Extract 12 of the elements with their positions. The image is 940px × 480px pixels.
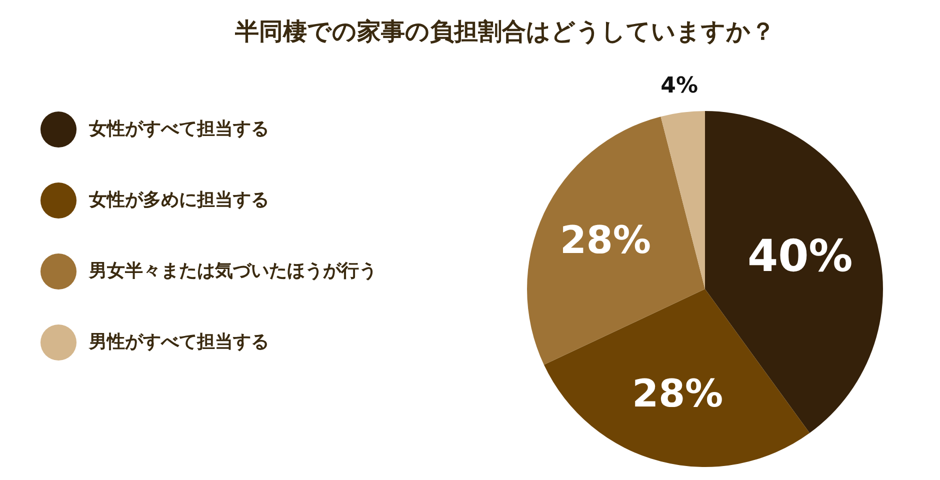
pie-slice bbox=[527, 116, 705, 365]
legend-label: 女性がすべて担当する bbox=[88, 118, 269, 140]
chart-title: 半同棲での家事の負担割合はどうしていますか？ bbox=[234, 18, 775, 46]
data-label: 4% bbox=[660, 74, 698, 99]
data-label: 28% bbox=[560, 218, 651, 262]
legend-label: 男性がすべて担当する bbox=[88, 332, 269, 352]
data-label: 28% bbox=[632, 372, 724, 416]
legend-label: 男女半々または気づいたほうが行う bbox=[88, 260, 377, 282]
pie-slice bbox=[544, 289, 810, 467]
pie-slice bbox=[660, 111, 705, 289]
data-label: 40% bbox=[747, 231, 853, 282]
legend-label: 女性が多めに担当する bbox=[88, 190, 269, 210]
